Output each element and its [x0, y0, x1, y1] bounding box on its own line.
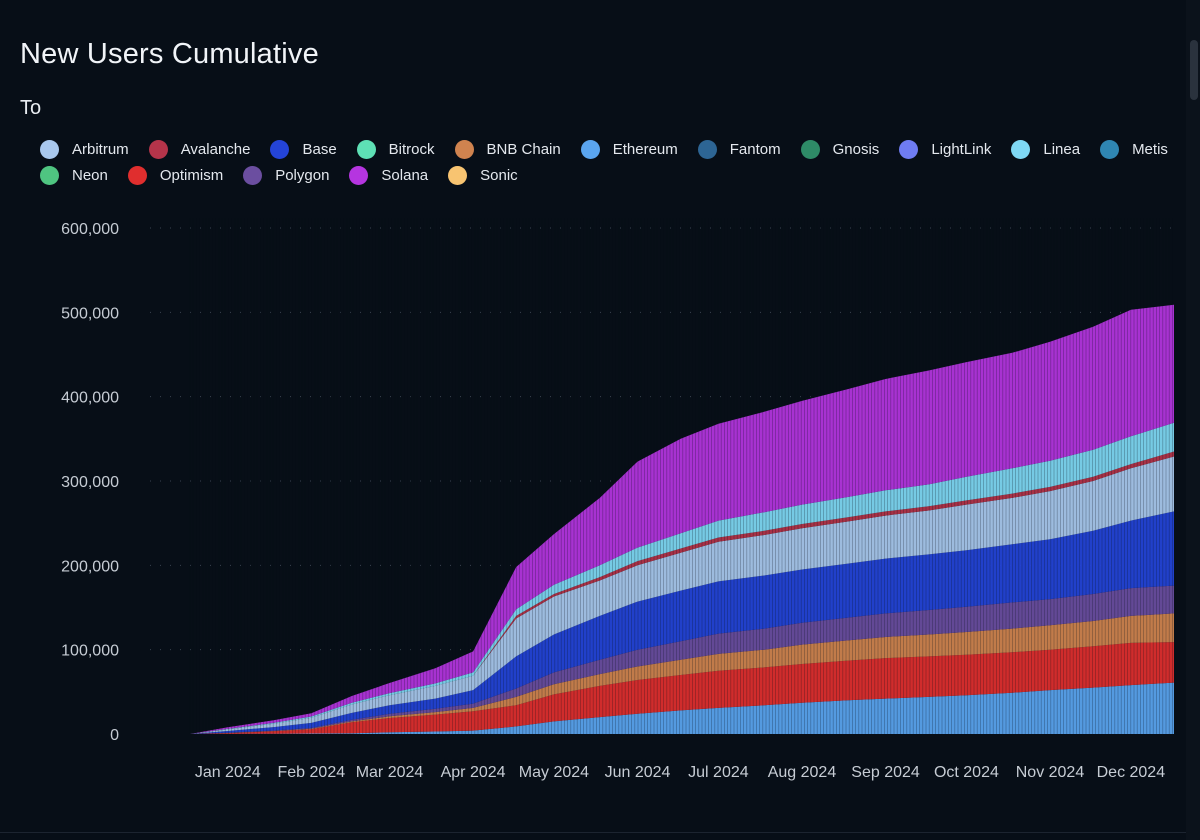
- area-solana[interactable]: [190, 304, 1174, 734]
- legend-label: Bitrock: [388, 140, 435, 158]
- legend-item-lightlink[interactable]: LightLink: [899, 139, 992, 159]
- legend-label: BNB Chain: [486, 140, 561, 158]
- legend-swatch-solana: [349, 165, 369, 185]
- legend-label: Linea: [1043, 140, 1081, 158]
- legend-row: Arbitrum Avalanche Base Bitrock BNB Chain Eth…: [40, 136, 1168, 162]
- x-tick-label: Aug 2024: [768, 764, 837, 781]
- legend-label: Arbitrum: [72, 140, 129, 158]
- bottom-divider: [0, 832, 1186, 833]
- legend-swatch-arbitrum: [40, 139, 59, 159]
- legend-label: Ethereum: [612, 140, 678, 158]
- legend-swatch-lightlink: [899, 139, 919, 159]
- x-tick-label: Oct 2024: [934, 764, 999, 781]
- legend-item-base[interactable]: Base: [270, 139, 337, 159]
- x-tick-label: Apr 2024: [441, 764, 506, 781]
- y-tick-label: 500,000: [61, 305, 119, 322]
- x-tick-label: May 2024: [519, 764, 589, 781]
- legend-swatch-polygon: [243, 165, 263, 185]
- y-tick-label: 100,000: [61, 643, 119, 660]
- chart-plot: 0 100,000 200,000 300,000 400,000 500,000 600,…: [61, 218, 1174, 781]
- legend-label: Avalanche: [180, 140, 251, 158]
- y-tick-label: 200,000: [61, 558, 119, 575]
- legend-item-gnosis[interactable]: Gnosis: [800, 139, 880, 159]
- bar-separators: [189, 218, 1173, 734]
- legend-item-ethereum[interactable]: Ethereum: [580, 139, 678, 159]
- legend-item-solana[interactable]: Solana: [349, 165, 429, 185]
- x-tick-label: Sep 2024: [851, 764, 920, 781]
- legend-swatch-bitrock: [356, 139, 376, 159]
- y-tick-label: 400,000: [61, 390, 119, 407]
- area-bnb-chain[interactable]: [190, 613, 1174, 734]
- y-tick-label: 0: [110, 727, 119, 744]
- legend-item-linea[interactable]: Linea: [1011, 139, 1081, 159]
- grid-lines: [150, 227, 1174, 651]
- chart-title: New Users Cumulative: [20, 38, 319, 70]
- legend-item-bitrock[interactable]: Bitrock: [356, 139, 435, 159]
- legend-label: Gnosis: [832, 140, 880, 158]
- stacked-areas: [190, 304, 1174, 735]
- area-optimism[interactable]: [190, 642, 1174, 734]
- legend-label: LightLink: [931, 140, 992, 158]
- area-ethereum[interactable]: [190, 682, 1174, 734]
- legend-swatch-fantom: [697, 139, 717, 159]
- legend-item-metis[interactable]: Metis: [1100, 139, 1168, 159]
- legend-swatch-gnosis: [800, 139, 820, 159]
- y-tick-label: 600,000: [61, 221, 119, 238]
- legend-swatch-avalanche: [148, 139, 168, 159]
- scrollbar-thumb[interactable]: [1190, 40, 1198, 100]
- legend-item-sonic[interactable]: Sonic: [448, 165, 518, 185]
- legend-label: Neon: [72, 166, 108, 184]
- legend-item-polygon[interactable]: Polygon: [243, 165, 330, 185]
- legend-item-optimism[interactable]: Optimism: [127, 165, 224, 185]
- area-base[interactable]: [190, 511, 1174, 734]
- legend-label: Sonic: [480, 166, 518, 184]
- x-tick-label: Jun 2024: [605, 764, 671, 781]
- x-tick-label: Mar 2024: [356, 764, 424, 781]
- legend: Arbitrum Avalanche Base Bitrock BNB Chain Eth…: [40, 136, 1168, 188]
- x-tick-label: Feb 2024: [278, 764, 346, 781]
- y-axis-ticks: 0 100,000 200,000 300,000 400,000 500,000 600,…: [61, 221, 119, 744]
- x-tick-label: Dec 2024: [1097, 764, 1166, 781]
- legend-title: To: [20, 97, 42, 119]
- area-arbitrum[interactable]: [190, 456, 1174, 735]
- x-tick-label: Jan 2024: [195, 764, 261, 781]
- area-linea[interactable]: [190, 422, 1174, 734]
- y-tick-label: 300,000: [61, 474, 119, 491]
- legend-item-fantom[interactable]: Fantom: [697, 139, 781, 159]
- legend-item-neon[interactable]: Neon: [40, 165, 108, 185]
- legend-label: Base: [302, 140, 337, 158]
- legend-label: Polygon: [275, 166, 330, 184]
- legend-swatch-sonic: [448, 165, 468, 185]
- vertical-scrollbar[interactable]: [1186, 0, 1200, 840]
- legend-swatch-metis: [1100, 139, 1120, 159]
- legend-row: Neon Optimism Polygon Solana Sonic: [40, 162, 1160, 188]
- x-axis-ticks: Jan 2024 Feb 2024 Mar 2024 Apr 2024 May 2024…: [195, 764, 1165, 781]
- legend-swatch-neon: [40, 165, 59, 185]
- area-polygon[interactable]: [190, 585, 1174, 734]
- legend-label: Optimism: [159, 166, 224, 184]
- legend-item-bnb-chain[interactable]: BNB Chain: [454, 139, 561, 159]
- legend-item-arbitrum[interactable]: Arbitrum: [40, 139, 129, 159]
- legend-label: Fantom: [729, 140, 781, 158]
- legend-item-avalanche[interactable]: Avalanche: [148, 139, 251, 159]
- x-tick-label: Jul 2024: [688, 764, 749, 781]
- x-tick-label: Nov 2024: [1016, 764, 1085, 781]
- legend-swatch-ethereum: [580, 139, 600, 159]
- legend-swatch-optimism: [127, 165, 147, 185]
- legend-label: Solana: [381, 166, 429, 184]
- legend-label: Metis: [1132, 140, 1168, 158]
- bar-hatching: [189, 218, 1173, 734]
- legend-swatch-bnb-chain: [454, 139, 474, 159]
- legend-swatch-base: [270, 139, 290, 159]
- legend-swatch-linea: [1011, 139, 1031, 159]
